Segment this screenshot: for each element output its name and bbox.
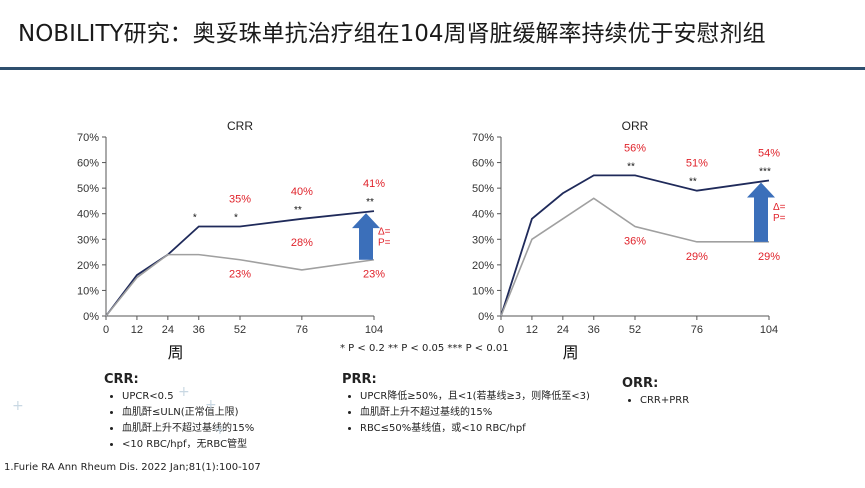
x-tick-label: 24 (162, 324, 174, 336)
data-label: 35% (229, 194, 251, 206)
crr-definition-header: CRR: (104, 372, 139, 387)
y-tick-label: 60% (77, 158, 99, 170)
list-item: 血肌酐上升不超过基线的15% (360, 406, 632, 419)
decorative-plus-icon: + (205, 397, 217, 413)
y-tick-label: 40% (472, 209, 494, 221)
decorative-plus-icon: + (214, 422, 226, 438)
data-label: 29% (758, 251, 780, 263)
crr-definition-list: UPCR<0.5 血肌酐≤ULN(正常值上限) 血肌酐上升不超过基线的15% <… (104, 390, 324, 451)
y-tick-label: 40% (77, 209, 99, 221)
y-tick-label: 30% (472, 234, 494, 246)
data-label: 28% (291, 237, 313, 249)
significance-marker: * (234, 213, 238, 224)
data-label: 40% (291, 186, 313, 198)
significance-marker: ** (366, 197, 374, 208)
x-tick-label: 104 (365, 324, 383, 336)
orr-definition-list: CRR+PRR (622, 394, 762, 407)
orr-definition: ORR: CRR+PRR (622, 376, 762, 410)
delta-label: Δ=19% (378, 226, 390, 237)
y-tick-label: 10% (77, 285, 99, 297)
prr-definition: PRR: UPCR降低≥50%，且<1(若基线≥3，则降低至<3) 血肌酐上升不… (342, 372, 632, 438)
x-tick-label: 104 (760, 324, 778, 336)
data-label: 56% (624, 142, 646, 154)
list-item: RBC≤50%基线值，或<10 RBC/hpf (360, 422, 632, 435)
data-label: 23% (363, 269, 385, 281)
x-tick-label: 36 (193, 324, 205, 336)
chart-title: CRR (227, 119, 253, 133)
placebo-series-line (500, 197, 769, 317)
x-axis-label: 周 (168, 343, 184, 362)
y-tick-label: 20% (77, 260, 99, 272)
x-axis-label: 周 (563, 343, 579, 362)
prr-definition-header: PRR: (342, 372, 377, 387)
x-tick-label: 12 (526, 324, 538, 336)
y-tick-label: 50% (472, 183, 494, 195)
y-tick-label: 30% (77, 234, 99, 246)
delta-label: Δ=25% (773, 202, 785, 213)
list-item: UPCR降低≥50%，且<1(若基线≥3，则降低至<3) (360, 390, 632, 403)
chart-title: ORR (622, 119, 649, 133)
decorative-plus-icon: + (12, 398, 24, 414)
treatment-series-line (105, 210, 375, 317)
list-item: UPCR<0.5 (122, 390, 324, 403)
delta-arrow (352, 213, 380, 260)
list-item: CRR+PRR (640, 394, 762, 407)
list-item: <10 RBC/hpf，无RBC管型 (122, 438, 324, 451)
x-tick-label: 0 (498, 324, 504, 336)
crr-chart: CRR 0% 10% 20% 30% 40% 50% 60% 70% 0 12 24 36 52 76 104… (77, 119, 390, 362)
significance-marker: *** (759, 166, 771, 177)
decorative-plus-icon: + (178, 384, 190, 400)
x-tick-label: 52 (629, 324, 641, 336)
data-label: 51% (686, 158, 708, 170)
y-tick-label: 0% (83, 311, 99, 323)
significance-legend: * P < 0.2 ** P < 0.05 *** P < 0.01 (340, 343, 509, 354)
list-item: 血肌酐≤ULN(正常值上限) (122, 406, 324, 419)
data-label: 54% (758, 147, 780, 159)
y-tick-label: 70% (472, 132, 494, 144)
x-tick-label: 0 (103, 324, 109, 336)
reference-citation: 1.Furie RA Ann Rheum Dis. 2022 Jan;81(1)… (4, 462, 261, 473)
page-title: NOBILITY研究：奥妥珠单抗治疗组在104周肾脏缓解率持续优于安慰剂组 (18, 21, 766, 47)
delta-label: P=0.005 (773, 213, 785, 224)
delta-label: P=0.026 (378, 237, 390, 248)
y-tick-label: 10% (472, 285, 494, 297)
delta-arrow (747, 182, 775, 242)
x-tick-label: 12 (131, 324, 143, 336)
x-tick-label: 52 (234, 324, 246, 336)
treatment-series-line (500, 174, 770, 317)
y-tick-label: 50% (77, 183, 99, 195)
significance-marker: * (193, 213, 197, 224)
orr-definition-header: ORR: (622, 376, 659, 391)
significance-marker: ** (294, 205, 302, 216)
x-tick-label: 76 (296, 324, 308, 336)
data-label: 23% (229, 269, 251, 281)
title-divider (0, 67, 865, 70)
data-label: 29% (686, 251, 708, 263)
x-tick-label: 24 (557, 324, 569, 336)
crr-definition: CRR: UPCR<0.5 血肌酐≤ULN(正常值上限) 血肌酐上升不超过基线的… (104, 372, 324, 454)
placebo-series-line (105, 253, 375, 317)
y-tick-label: 70% (77, 132, 99, 144)
y-tick-label: 20% (472, 260, 494, 272)
prr-definition-list: UPCR降低≥50%，且<1(若基线≥3，则降低至<3) 血肌酐上升不超过基线的… (342, 390, 632, 435)
x-tick-label: 76 (691, 324, 703, 336)
x-tick-label: 36 (588, 324, 600, 336)
y-tick-label: 60% (472, 158, 494, 170)
data-label: 41% (363, 178, 385, 190)
data-label: 36% (624, 236, 646, 248)
orr-chart: ORR 0% 10% 20% 30% 40% 50% 60% 70% 0 12 24 36 52 76 104… (472, 119, 785, 362)
list-item: 血肌酐上升不超过基线的15% (122, 422, 324, 435)
significance-marker: ** (689, 177, 697, 188)
significance-marker: ** (627, 161, 635, 172)
y-tick-label: 0% (478, 311, 494, 323)
